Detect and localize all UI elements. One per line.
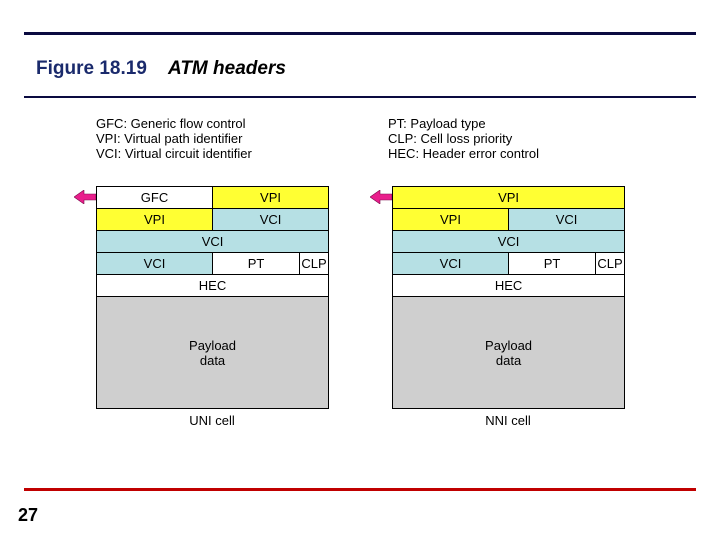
rule-bottom <box>24 488 696 491</box>
nni-table: VPIVPIVCIVCIVCIPTCLPHECPayloaddata <box>392 186 625 409</box>
header-field: CLP <box>300 253 329 275</box>
legend-left: GFC: Generic flow controlVPI: Virtual pa… <box>96 116 252 161</box>
header-field: VCI <box>393 253 509 275</box>
header-field: PT <box>213 253 300 275</box>
legend-line: VPI: Virtual path identifier <box>96 131 252 146</box>
arrow-icon <box>370 190 392 204</box>
header-field: VPI <box>97 209 213 231</box>
header-field: GFC <box>97 187 213 209</box>
payload-field: Payloaddata <box>97 297 329 409</box>
legend-line: PT: Payload type <box>388 116 539 131</box>
header-field: CLP <box>596 253 625 275</box>
header-field: HEC <box>393 275 625 297</box>
payload-field: Payloaddata <box>393 297 625 409</box>
arrow-icon <box>74 190 96 204</box>
header-field: HEC <box>97 275 329 297</box>
uni-caption: UNI cell <box>96 413 328 428</box>
legend-line: GFC: Generic flow control <box>96 116 252 131</box>
header-field: VCI <box>213 209 329 231</box>
header-field: VCI <box>393 231 625 253</box>
legend-line: CLP: Cell loss priority <box>388 131 539 146</box>
header-field: VCI <box>509 209 625 231</box>
uni-cell: GFCVPIVPIVCIVCIVCIPTCLPHECPayloaddata UN… <box>96 186 328 428</box>
page-number: 27 <box>18 505 38 526</box>
figure-title: Figure 18.19 ATM headers <box>36 58 286 80</box>
figure-caption: ATM headers <box>168 58 286 79</box>
header-field: VPI <box>393 209 509 231</box>
rule-mid <box>24 96 696 98</box>
header-field: PT <box>509 253 596 275</box>
header-field: VCI <box>97 253 213 275</box>
header-field: VPI <box>393 187 625 209</box>
header-field: VPI <box>213 187 329 209</box>
legend-right: PT: Payload typeCLP: Cell loss priorityH… <box>388 116 539 161</box>
rule-top <box>24 32 696 35</box>
header-field: VCI <box>97 231 329 253</box>
nni-caption: NNI cell <box>392 413 624 428</box>
nni-cell: VPIVPIVCIVCIVCIPTCLPHECPayloaddata NNI c… <box>392 186 624 428</box>
legend-line: HEC: Header error control <box>388 146 539 161</box>
figure-number: Figure 18.19 <box>36 58 147 79</box>
uni-table: GFCVPIVPIVCIVCIVCIPTCLPHECPayloaddata <box>96 186 329 409</box>
legend-line: VCI: Virtual circuit identifier <box>96 146 252 161</box>
